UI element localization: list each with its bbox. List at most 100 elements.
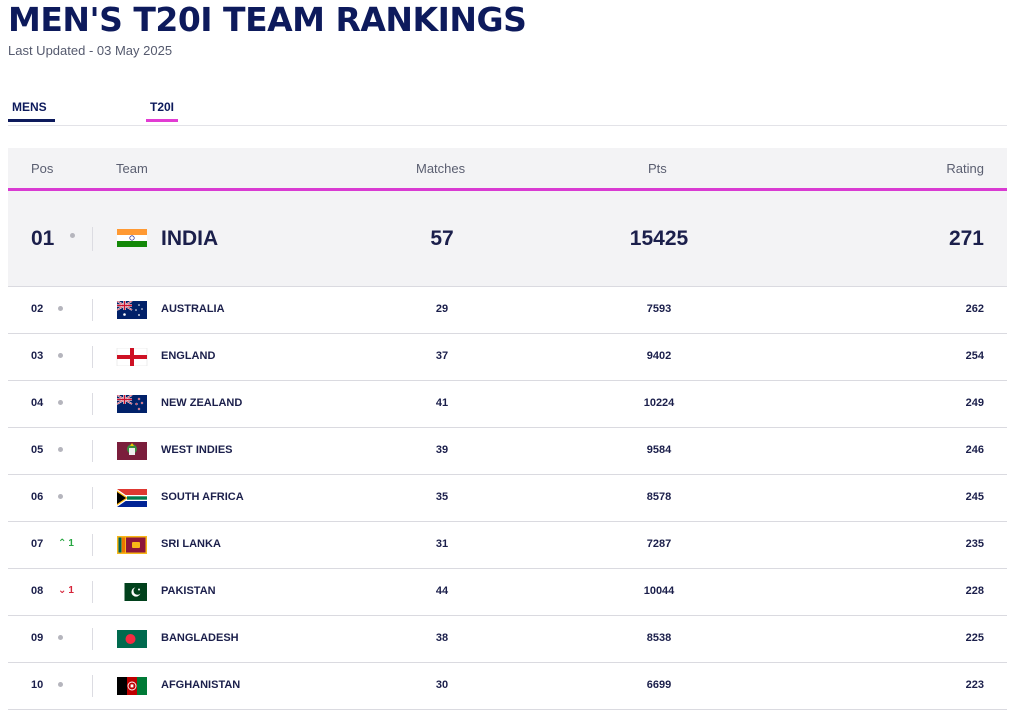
west-indies-flag-icon xyxy=(116,442,148,460)
divider xyxy=(92,534,93,556)
new-zealand-flag-icon xyxy=(116,395,148,413)
matches-value: 37 xyxy=(435,350,449,362)
table-row[interactable]: 02 AUSTRALIA 29 7593 262 xyxy=(8,287,1007,334)
rating-value: 249 xyxy=(965,397,984,409)
table-body: 01 INDIA 57 15425 271 02 AUSTRALIA 29 75… xyxy=(8,191,1007,710)
table-row-top[interactable]: 01 INDIA 57 15425 271 xyxy=(8,191,1007,287)
points-value: 15425 xyxy=(629,227,689,250)
rank-change: 1 xyxy=(68,585,74,596)
header-pos: Pos xyxy=(31,161,54,176)
team-name[interactable]: WEST INDIES xyxy=(161,444,233,456)
divider xyxy=(92,299,93,321)
header-rating: Rating xyxy=(946,161,984,176)
points-value: 6699 xyxy=(646,679,672,691)
no-change-dot-icon xyxy=(58,353,63,358)
position: 03 xyxy=(31,350,44,362)
divider xyxy=(92,675,93,697)
team-name[interactable]: ENGLAND xyxy=(161,350,216,362)
table-header: Pos Team Matches Pts Rating xyxy=(8,148,1007,191)
team-name[interactable]: PAKISTAN xyxy=(161,585,216,597)
matches-value: 39 xyxy=(435,444,449,456)
arrow-up-icon: ⌃ xyxy=(58,538,67,549)
table-row[interactable]: 07 ⌃ 1 SRI LANKA 31 7287 235 xyxy=(8,522,1007,569)
movement-indicator xyxy=(58,491,63,502)
team-name[interactable]: INDIA xyxy=(161,227,219,250)
rating-value: 262 xyxy=(965,303,984,315)
arrow-down-icon: ⌄ xyxy=(58,585,67,596)
points-value: 8578 xyxy=(646,491,672,503)
no-change-dot-icon xyxy=(58,400,63,405)
points-value: 10044 xyxy=(643,585,675,597)
divider xyxy=(92,628,93,650)
india-flag-icon xyxy=(116,229,148,247)
table-row[interactable]: 04 NEW ZEALAND 41 10224 249 xyxy=(8,381,1007,428)
no-change-dot-icon xyxy=(70,233,75,238)
position: 08 xyxy=(31,585,44,597)
position: 02 xyxy=(31,303,44,315)
movement-indicator xyxy=(58,350,63,361)
points-value: 8538 xyxy=(646,632,672,644)
movement-indicator xyxy=(58,632,63,643)
matches-value: 29 xyxy=(435,303,449,315)
movement-indicator: ⌃ 1 xyxy=(58,538,74,549)
points-value: 9584 xyxy=(646,444,672,456)
team-name[interactable]: BANGLADESH xyxy=(161,632,239,644)
divider xyxy=(92,440,93,462)
bangladesh-flag-icon xyxy=(116,630,148,648)
no-change-dot-icon xyxy=(58,682,63,687)
divider xyxy=(92,581,93,603)
divider xyxy=(92,227,93,251)
divider xyxy=(92,393,93,415)
table-row[interactable]: 03 ENGLAND 37 9402 254 xyxy=(8,334,1007,381)
last-updated: Last Updated - 03 May 2025 xyxy=(8,43,173,58)
tab-t20i[interactable]: T20I xyxy=(145,100,179,122)
movement-indicator xyxy=(58,303,63,314)
rating-value: 223 xyxy=(965,679,984,691)
table-row[interactable]: 08 ⌄ 1 PAKISTAN 44 10044 228 xyxy=(8,569,1007,616)
table-row[interactable]: 10 AFGHANISTAN 30 6699 223 xyxy=(8,663,1007,710)
points-value: 7287 xyxy=(646,538,672,550)
rankings-table: Pos Team Matches Pts Rating 01 INDIA 57 … xyxy=(8,148,1007,710)
team-name[interactable]: SOUTH AFRICA xyxy=(161,491,244,503)
tab-bar: MENS T20I xyxy=(8,96,1007,126)
table-row[interactable]: 06 SOUTH AFRICA 35 8578 245 xyxy=(8,475,1007,522)
header-pts: Pts xyxy=(648,161,667,176)
afghanistan-flag-icon xyxy=(116,677,148,695)
team-name[interactable]: AFGHANISTAN xyxy=(161,679,241,691)
movement-indicator xyxy=(70,230,75,241)
position: 01 xyxy=(31,227,55,250)
header-matches: Matches xyxy=(416,161,466,176)
movement-indicator xyxy=(58,444,63,455)
matches-value: 35 xyxy=(435,491,449,503)
position: 05 xyxy=(31,444,44,456)
pakistan-flag-icon xyxy=(116,583,148,601)
team-name[interactable]: SRI LANKA xyxy=(161,538,221,550)
matches-value: 44 xyxy=(435,585,449,597)
no-change-dot-icon xyxy=(58,447,63,452)
position: 04 xyxy=(31,397,44,409)
position: 09 xyxy=(31,632,44,644)
no-change-dot-icon xyxy=(58,306,63,311)
rating-value: 246 xyxy=(965,444,984,456)
divider xyxy=(92,346,93,368)
tab-mens[interactable]: MENS xyxy=(8,100,55,122)
australia-flag-icon xyxy=(116,301,148,319)
rating-value: 235 xyxy=(965,538,984,550)
team-name[interactable]: AUSTRALIA xyxy=(161,303,225,315)
table-row[interactable]: 05 WEST INDIES 39 9584 246 xyxy=(8,428,1007,475)
position: 07 xyxy=(31,538,44,550)
matches-value: 31 xyxy=(435,538,449,550)
points-value: 10224 xyxy=(643,397,675,409)
movement-indicator xyxy=(58,679,63,690)
team-name[interactable]: NEW ZEALAND xyxy=(161,397,243,409)
rating-value: 254 xyxy=(965,350,984,362)
sri-lanka-flag-icon xyxy=(116,536,148,554)
rating-value: 228 xyxy=(965,585,984,597)
no-change-dot-icon xyxy=(58,494,63,499)
england-flag-icon xyxy=(116,348,148,366)
position: 10 xyxy=(31,679,44,691)
rating-value: 271 xyxy=(948,227,984,250)
matches-value: 38 xyxy=(435,632,449,644)
table-row[interactable]: 09 BANGLADESH 38 8538 225 xyxy=(8,616,1007,663)
page-title: MEN'S T20I TEAM RANKINGS xyxy=(8,0,527,39)
